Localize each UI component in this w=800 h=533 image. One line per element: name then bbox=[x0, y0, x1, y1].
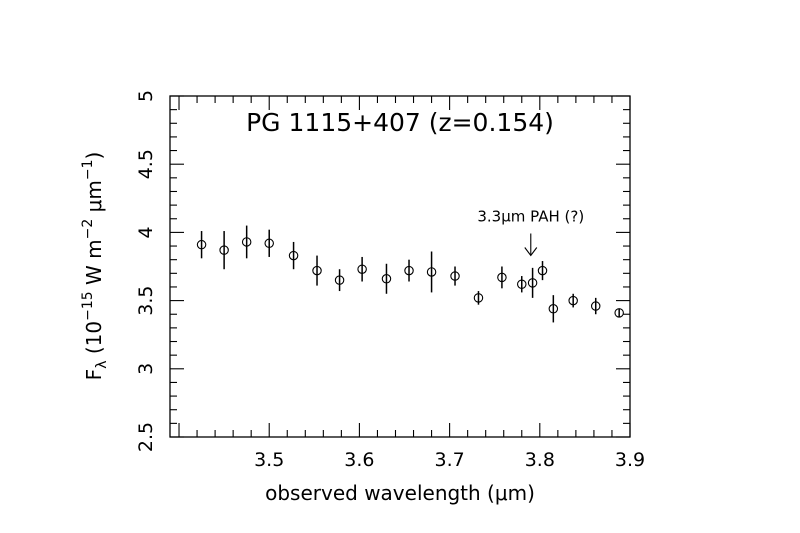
y-tick-label: 4.5 bbox=[135, 149, 157, 179]
x-tick-labels: 3.5 3.6 3.7 3.8 3.9 bbox=[254, 449, 645, 471]
y-tick-label: 2.5 bbox=[135, 422, 157, 452]
data-point bbox=[497, 272, 507, 283]
y-axis-label: Fλ (10−15 W m−2 μm−1) bbox=[80, 152, 110, 381]
data-point bbox=[334, 275, 345, 285]
data-point bbox=[381, 274, 392, 284]
data-point bbox=[404, 265, 414, 276]
axis-ticks bbox=[170, 95, 631, 438]
pah-annotation: 3.3μm PAH (?) bbox=[477, 207, 584, 225]
data-point bbox=[196, 239, 207, 250]
data-points bbox=[196, 225, 624, 323]
data-point bbox=[312, 265, 322, 276]
x-tick-label: 3.8 bbox=[525, 449, 555, 471]
data-point bbox=[517, 279, 527, 289]
x-tick-label: 3.6 bbox=[344, 449, 374, 471]
chart-title: PG 1115+407 (z=0.154) bbox=[246, 108, 554, 137]
x-tick-label: 3.5 bbox=[254, 449, 284, 471]
y-tick-label: 3.5 bbox=[135, 285, 157, 315]
data-point bbox=[614, 308, 624, 318]
plot-frame bbox=[169, 95, 631, 438]
data-point bbox=[527, 278, 538, 288]
data-point bbox=[548, 304, 559, 314]
y-tick-label: 5 bbox=[135, 90, 157, 102]
data-point bbox=[473, 293, 484, 303]
data-point bbox=[357, 264, 367, 274]
data-point bbox=[537, 265, 548, 276]
x-tick-label: 3.7 bbox=[434, 449, 464, 471]
data-point bbox=[264, 238, 274, 249]
x-axis-label: observed wavelength (μm) bbox=[265, 481, 535, 505]
x-tick-label: 3.9 bbox=[615, 449, 645, 471]
data-point bbox=[241, 237, 252, 247]
data-point bbox=[288, 250, 299, 261]
pah-arrow-icon bbox=[524, 233, 538, 257]
data-point bbox=[219, 245, 229, 255]
data-point bbox=[426, 267, 437, 277]
arrow-head bbox=[524, 247, 538, 257]
y-tick-labels: 2.5 3 3.5 4 4.5 5 bbox=[135, 90, 157, 452]
data-point bbox=[450, 271, 460, 281]
y-tick-label: 3 bbox=[135, 363, 157, 375]
data-point bbox=[568, 295, 578, 306]
data-point bbox=[590, 301, 601, 311]
y-tick-label: 4 bbox=[135, 226, 157, 238]
